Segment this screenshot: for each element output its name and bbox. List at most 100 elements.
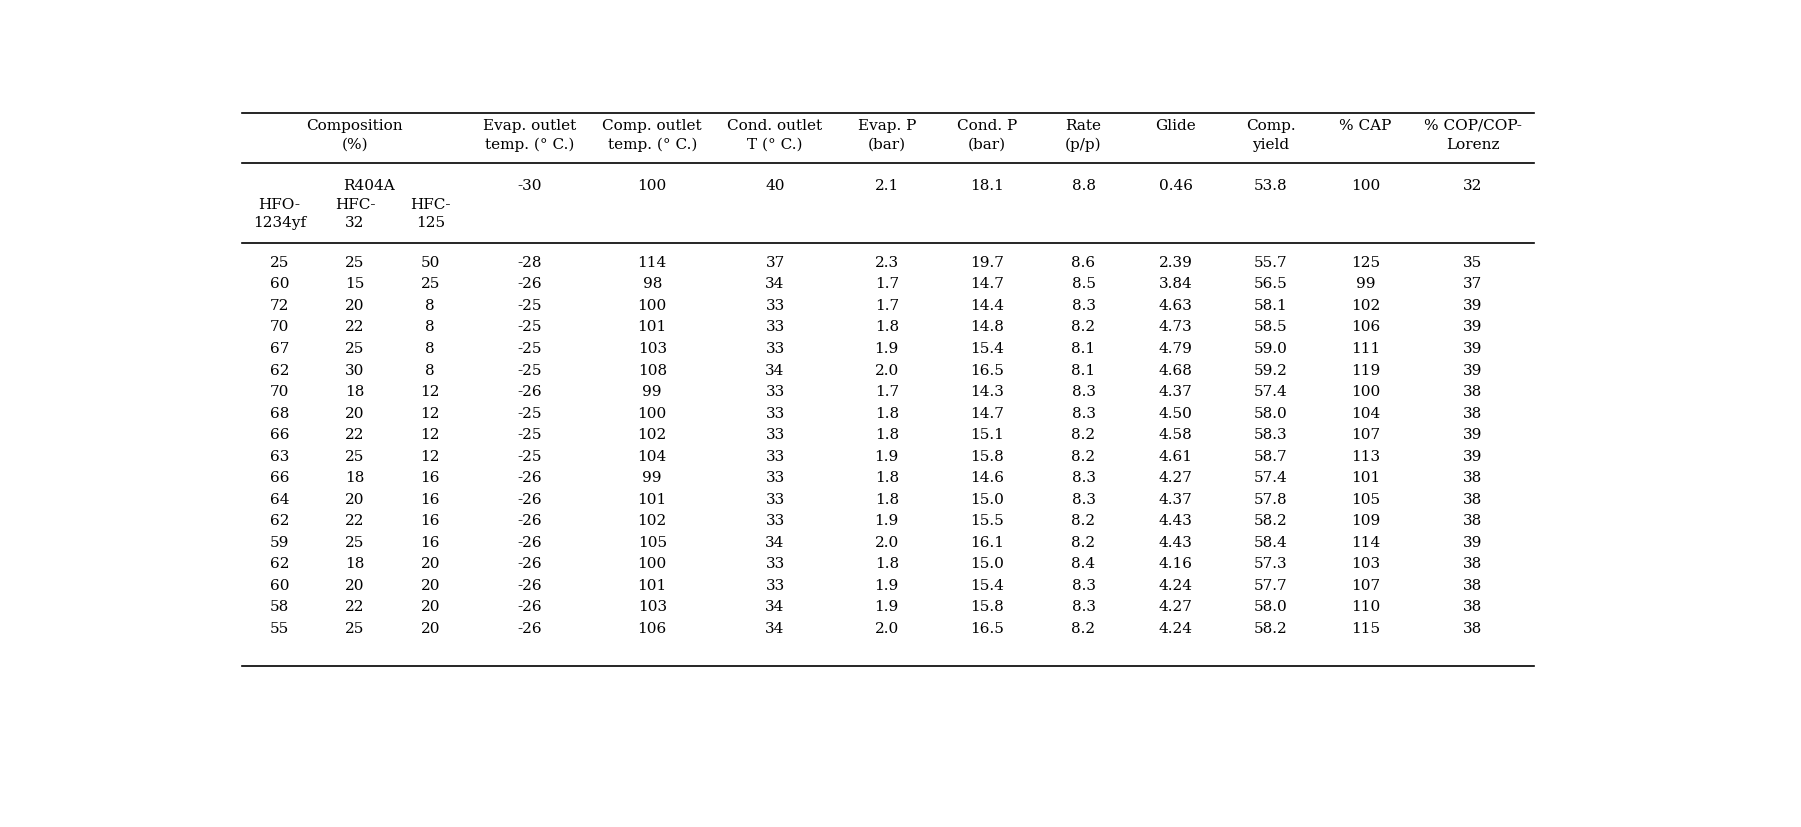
Text: 70: 70 [270, 385, 290, 399]
Text: 1.7: 1.7 [875, 299, 899, 313]
Text: 34: 34 [765, 536, 785, 550]
Text: 8.3: 8.3 [1072, 579, 1095, 593]
Text: 19.7: 19.7 [971, 256, 1005, 270]
Text: 16.1: 16.1 [971, 536, 1005, 550]
Text: -26: -26 [517, 385, 542, 399]
Text: Rate: Rate [1066, 119, 1102, 133]
Text: % COP/COP-: % COP/COP- [1425, 119, 1522, 133]
Text: 38: 38 [1464, 471, 1482, 485]
Text: 25: 25 [346, 342, 364, 356]
Text: 101: 101 [1351, 471, 1380, 485]
Text: 12: 12 [421, 450, 439, 464]
Text: 58.3: 58.3 [1253, 428, 1288, 442]
Text: 15.8: 15.8 [971, 600, 1005, 614]
Text: 57.4: 57.4 [1253, 471, 1288, 485]
Text: 105: 105 [1351, 493, 1380, 507]
Text: 20: 20 [346, 493, 364, 507]
Text: 58.7: 58.7 [1253, 450, 1288, 464]
Text: Cond. P: Cond. P [956, 119, 1018, 133]
Text: 35: 35 [1464, 256, 1482, 270]
Text: Cond. outlet: Cond. outlet [728, 119, 823, 133]
Text: 8.1: 8.1 [1072, 364, 1095, 377]
Text: HFC-: HFC- [411, 198, 450, 212]
Text: -26: -26 [517, 493, 542, 507]
Text: 8.3: 8.3 [1072, 385, 1095, 399]
Text: 102: 102 [638, 428, 666, 442]
Text: 66: 66 [270, 428, 290, 442]
Text: 1.7: 1.7 [875, 277, 899, 291]
Text: -26: -26 [517, 277, 542, 291]
Text: 98: 98 [643, 277, 663, 291]
Text: -25: -25 [517, 342, 542, 356]
Text: 56.5: 56.5 [1253, 277, 1288, 291]
Text: 25: 25 [346, 536, 364, 550]
Text: 18: 18 [346, 385, 364, 399]
Text: 1.9: 1.9 [875, 600, 899, 614]
Text: 62: 62 [270, 364, 290, 377]
Text: 57.4: 57.4 [1253, 385, 1288, 399]
Text: 14.8: 14.8 [971, 321, 1005, 334]
Text: 4.24: 4.24 [1158, 579, 1192, 593]
Text: 50: 50 [421, 256, 439, 270]
Text: 8.1: 8.1 [1072, 342, 1095, 356]
Text: 8.3: 8.3 [1072, 471, 1095, 485]
Text: 22: 22 [346, 428, 364, 442]
Text: 1.9: 1.9 [875, 579, 899, 593]
Text: Evap. outlet: Evap. outlet [483, 119, 576, 133]
Text: 32: 32 [346, 216, 364, 230]
Text: 12: 12 [421, 407, 439, 421]
Text: 58.2: 58.2 [1253, 514, 1288, 528]
Text: 60: 60 [270, 579, 290, 593]
Text: 4.24: 4.24 [1158, 622, 1192, 636]
Text: 25: 25 [346, 450, 364, 464]
Text: 15: 15 [346, 277, 364, 291]
Text: 59.0: 59.0 [1253, 342, 1288, 356]
Text: 38: 38 [1464, 407, 1482, 421]
Text: 39: 39 [1462, 321, 1482, 334]
Text: 1.8: 1.8 [875, 493, 899, 507]
Text: 2.0: 2.0 [875, 364, 899, 377]
Text: 55: 55 [270, 622, 290, 636]
Text: 1.8: 1.8 [875, 407, 899, 421]
Text: 38: 38 [1464, 622, 1482, 636]
Text: 111: 111 [1351, 342, 1380, 356]
Text: 33: 33 [765, 321, 785, 334]
Text: 2.3: 2.3 [875, 256, 899, 270]
Text: temp. (° C.): temp. (° C.) [607, 138, 697, 152]
Text: 39: 39 [1462, 364, 1482, 377]
Text: 33: 33 [765, 514, 785, 528]
Text: 106: 106 [638, 622, 666, 636]
Text: 20: 20 [346, 299, 364, 313]
Text: 38: 38 [1464, 493, 1482, 507]
Text: 38: 38 [1464, 579, 1482, 593]
Text: 70: 70 [270, 321, 290, 334]
Text: 16.5: 16.5 [971, 622, 1005, 636]
Text: 100: 100 [1351, 179, 1380, 193]
Text: 8.3: 8.3 [1072, 299, 1095, 313]
Text: 20: 20 [421, 600, 439, 614]
Text: 12: 12 [421, 385, 439, 399]
Text: 8.8: 8.8 [1072, 179, 1095, 193]
Text: 16.5: 16.5 [971, 364, 1005, 377]
Text: 4.43: 4.43 [1158, 536, 1192, 550]
Text: 4.73: 4.73 [1158, 321, 1192, 334]
Text: 1.8: 1.8 [875, 428, 899, 442]
Text: Evap. P: Evap. P [857, 119, 917, 133]
Text: 1.9: 1.9 [875, 342, 899, 356]
Text: 58.5: 58.5 [1253, 321, 1288, 334]
Text: 8.3: 8.3 [1072, 493, 1095, 507]
Text: 4.61: 4.61 [1158, 450, 1192, 464]
Text: 1.8: 1.8 [875, 557, 899, 571]
Text: 20: 20 [346, 407, 364, 421]
Text: 125: 125 [1351, 256, 1380, 270]
Text: -26: -26 [517, 536, 542, 550]
Text: 53.8: 53.8 [1253, 179, 1288, 193]
Text: 15.4: 15.4 [971, 579, 1005, 593]
Text: 115: 115 [1351, 622, 1380, 636]
Text: 4.50: 4.50 [1158, 407, 1192, 421]
Text: 4.43: 4.43 [1158, 514, 1192, 528]
Text: 33: 33 [765, 342, 785, 356]
Text: 4.37: 4.37 [1158, 493, 1192, 507]
Text: 59: 59 [270, 536, 290, 550]
Text: 104: 104 [1351, 407, 1380, 421]
